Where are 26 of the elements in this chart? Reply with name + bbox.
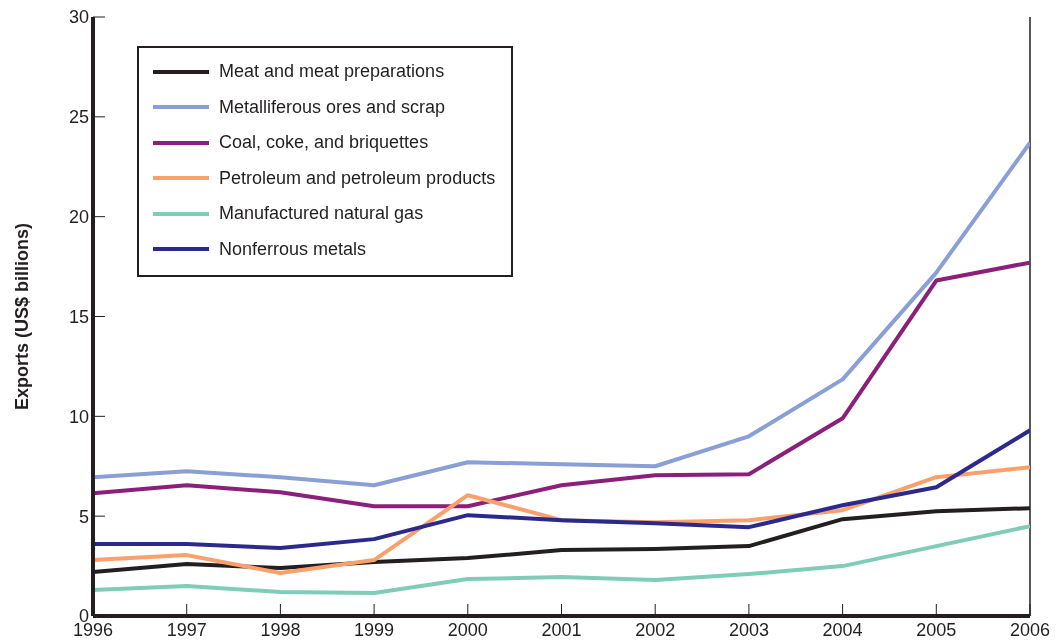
legend-label: Petroleum and petroleum products bbox=[219, 167, 496, 189]
x-tick-label: 2005 bbox=[916, 619, 957, 640]
y-tick-label: 15 bbox=[68, 306, 89, 327]
line-series bbox=[93, 428, 1030, 551]
x-tick-label: 1998 bbox=[260, 619, 301, 640]
x-tick-label: 2002 bbox=[635, 619, 676, 640]
x-tick-label: 2004 bbox=[822, 619, 863, 640]
x-tick-label: 2006 bbox=[1009, 619, 1051, 640]
x-tick-label: 1997 bbox=[166, 619, 207, 640]
line-series bbox=[93, 260, 1030, 509]
legend-label: Nonferrous metals bbox=[219, 238, 367, 260]
x-tick-label: 2000 bbox=[447, 619, 488, 640]
y-axis-title: Exports (US$ billions) bbox=[12, 222, 33, 411]
x-tick-label: 2003 bbox=[728, 619, 769, 640]
x-tick-label: 1999 bbox=[354, 619, 395, 640]
y-tick-label: 25 bbox=[68, 107, 89, 128]
legend-label: Metalliferous ores and scrap bbox=[219, 96, 446, 118]
x-tick-label: 2001 bbox=[541, 619, 582, 640]
y-tick-label: 30 bbox=[68, 7, 89, 28]
legend-label: Meat and meat preparations bbox=[219, 61, 445, 83]
y-tick-label: 10 bbox=[68, 406, 89, 427]
y-tick-label: 5 bbox=[78, 506, 89, 527]
legend-label: Manufactured natural gas bbox=[219, 203, 424, 225]
line-series bbox=[93, 524, 1030, 596]
y-tick-label: 20 bbox=[68, 207, 89, 228]
legend-label: Coal, coke, and briquettes bbox=[219, 132, 429, 154]
